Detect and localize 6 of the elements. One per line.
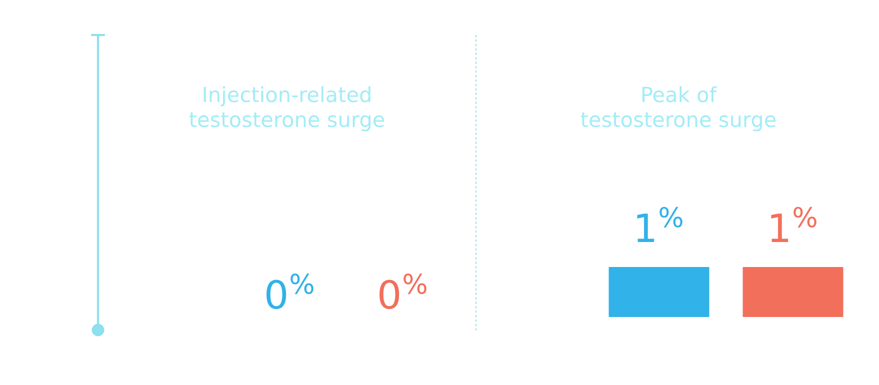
chart-title: Peak of testosterone surge xyxy=(580,86,776,132)
data-label: 0$^{%}$ xyxy=(380,274,426,310)
data-label: 1$^{%}$ xyxy=(637,206,682,242)
data-label: 0$^{%}$ xyxy=(266,274,314,310)
text: Injection-related testosterone surge xyxy=(189,86,384,132)
data-label: 1$^{%}$ xyxy=(771,206,816,242)
